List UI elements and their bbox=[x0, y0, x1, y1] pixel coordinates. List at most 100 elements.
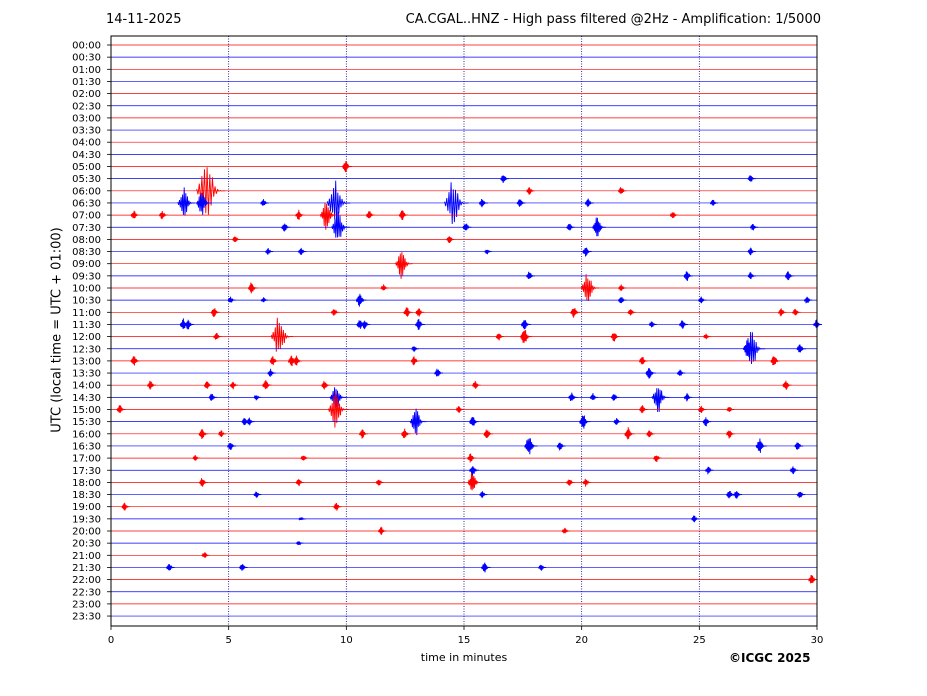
seismic-event bbox=[198, 478, 208, 487]
row-time-label: 14:30 bbox=[72, 393, 101, 404]
seismic-event bbox=[434, 368, 444, 377]
seismic-event bbox=[732, 491, 743, 499]
seismic-event bbox=[246, 417, 255, 426]
seismic-event bbox=[177, 187, 196, 216]
seismic-event bbox=[229, 381, 239, 390]
seismic-event bbox=[519, 329, 532, 343]
seismic-event bbox=[796, 344, 806, 353]
row-time-label: 08:30 bbox=[72, 247, 101, 258]
seismic-event bbox=[617, 187, 627, 194]
row-time-label: 02:00 bbox=[72, 89, 101, 100]
seismic-event bbox=[697, 405, 707, 414]
x-tick-label: 30 bbox=[811, 635, 824, 646]
seismic-event bbox=[467, 472, 482, 491]
seismic-event bbox=[414, 318, 426, 330]
seismic-event bbox=[321, 380, 331, 390]
row-time-label: 20:00 bbox=[72, 527, 101, 538]
seismic-event bbox=[500, 175, 510, 184]
seismic-event bbox=[409, 408, 427, 436]
seismic-event bbox=[201, 552, 210, 558]
seismic-event bbox=[613, 418, 622, 425]
seismic-event bbox=[747, 247, 757, 256]
seismic-event bbox=[704, 466, 714, 475]
row-time-label: 10:00 bbox=[72, 284, 101, 295]
seismic-event bbox=[471, 380, 481, 389]
row-time-label: 11:00 bbox=[72, 308, 101, 319]
row-time-label: 22:00 bbox=[72, 575, 101, 586]
seismic-event bbox=[415, 308, 425, 317]
seismic-event bbox=[239, 564, 248, 571]
x-tick-label: 10 bbox=[340, 635, 353, 646]
seismic-event bbox=[784, 271, 794, 281]
seismic-event bbox=[803, 296, 813, 304]
seismic-event bbox=[570, 308, 581, 318]
seismic-event bbox=[253, 491, 262, 498]
seismic-event bbox=[808, 575, 818, 584]
seismic-event bbox=[525, 271, 536, 279]
seismic-event bbox=[468, 465, 480, 476]
seismic-event bbox=[747, 175, 757, 182]
seismic-event bbox=[184, 319, 195, 330]
seismic-event bbox=[755, 438, 768, 453]
seismic-event bbox=[281, 223, 291, 232]
seismic-event bbox=[411, 346, 419, 352]
x-tick-label: 15 bbox=[458, 635, 471, 646]
seismic-event bbox=[653, 455, 662, 462]
seismic-event bbox=[446, 236, 455, 244]
seismic-event bbox=[295, 478, 304, 487]
seismic-event bbox=[812, 319, 823, 329]
seismic-event bbox=[295, 209, 305, 220]
seismic-event bbox=[130, 210, 140, 219]
seismic-event bbox=[566, 223, 575, 231]
seismic-event bbox=[566, 479, 575, 486]
copyright-label: ©ICGC 2025 bbox=[729, 651, 811, 665]
seismic-event bbox=[410, 356, 420, 366]
x-tick-label: 20 bbox=[575, 635, 588, 646]
seismic-event bbox=[253, 394, 262, 401]
seismic-event bbox=[232, 236, 241, 242]
seismic-event bbox=[691, 515, 700, 523]
seismic-event bbox=[270, 317, 294, 352]
seismic-event bbox=[617, 297, 627, 304]
row-time-label: 00:00 bbox=[72, 41, 101, 52]
seismic-event bbox=[648, 321, 657, 328]
seismic-event bbox=[300, 455, 309, 461]
seismic-event bbox=[589, 393, 599, 400]
seismic-event bbox=[683, 393, 693, 402]
seismic-event bbox=[610, 394, 620, 401]
row-time-label: 06:00 bbox=[72, 186, 101, 197]
seismic-event bbox=[483, 429, 493, 439]
seismic-event bbox=[398, 210, 409, 221]
row-time-label: 17:00 bbox=[72, 454, 101, 465]
x-tick-label: 25 bbox=[693, 635, 706, 646]
seismic-event bbox=[121, 502, 130, 511]
seismic-event bbox=[400, 428, 411, 439]
seismic-event bbox=[213, 332, 222, 340]
seismic-event bbox=[130, 355, 141, 366]
row-time-label: 04:30 bbox=[72, 150, 101, 161]
seismic-event bbox=[561, 527, 570, 534]
row-time-label: 09:00 bbox=[72, 259, 101, 270]
seismic-event bbox=[526, 187, 535, 195]
seismic-event bbox=[260, 297, 269, 303]
seismic-event bbox=[361, 320, 371, 330]
seismic-event bbox=[520, 320, 531, 330]
seismic-event bbox=[262, 380, 272, 390]
row-time-label: 14:00 bbox=[72, 381, 101, 392]
seismic-event bbox=[462, 223, 472, 231]
seismic-event bbox=[698, 296, 707, 304]
row-time-label: 05:30 bbox=[72, 174, 101, 185]
seismic-event bbox=[478, 198, 489, 208]
row-time-label: 07:30 bbox=[72, 223, 101, 234]
seismic-event bbox=[395, 252, 413, 279]
seismic-event bbox=[375, 479, 384, 486]
row-time-label: 06:30 bbox=[72, 198, 101, 209]
seismic-event bbox=[709, 199, 719, 206]
row-time-label: 21:00 bbox=[72, 551, 101, 562]
seismic-event bbox=[624, 427, 635, 440]
seismic-event bbox=[297, 247, 307, 255]
seismic-event bbox=[146, 380, 156, 390]
seismic-event bbox=[292, 355, 303, 366]
row-time-label: 13:30 bbox=[72, 369, 101, 380]
